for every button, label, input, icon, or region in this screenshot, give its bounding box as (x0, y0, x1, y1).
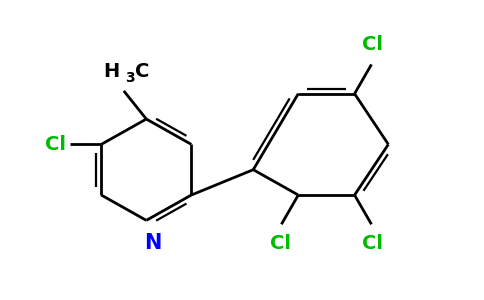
Text: Cl: Cl (45, 135, 66, 154)
Text: C: C (135, 62, 150, 81)
Text: Cl: Cl (362, 35, 383, 54)
Text: N: N (144, 233, 162, 253)
Text: Cl: Cl (270, 234, 291, 254)
Text: Cl: Cl (362, 234, 383, 254)
Text: 3: 3 (125, 71, 135, 85)
Text: H: H (103, 62, 119, 81)
